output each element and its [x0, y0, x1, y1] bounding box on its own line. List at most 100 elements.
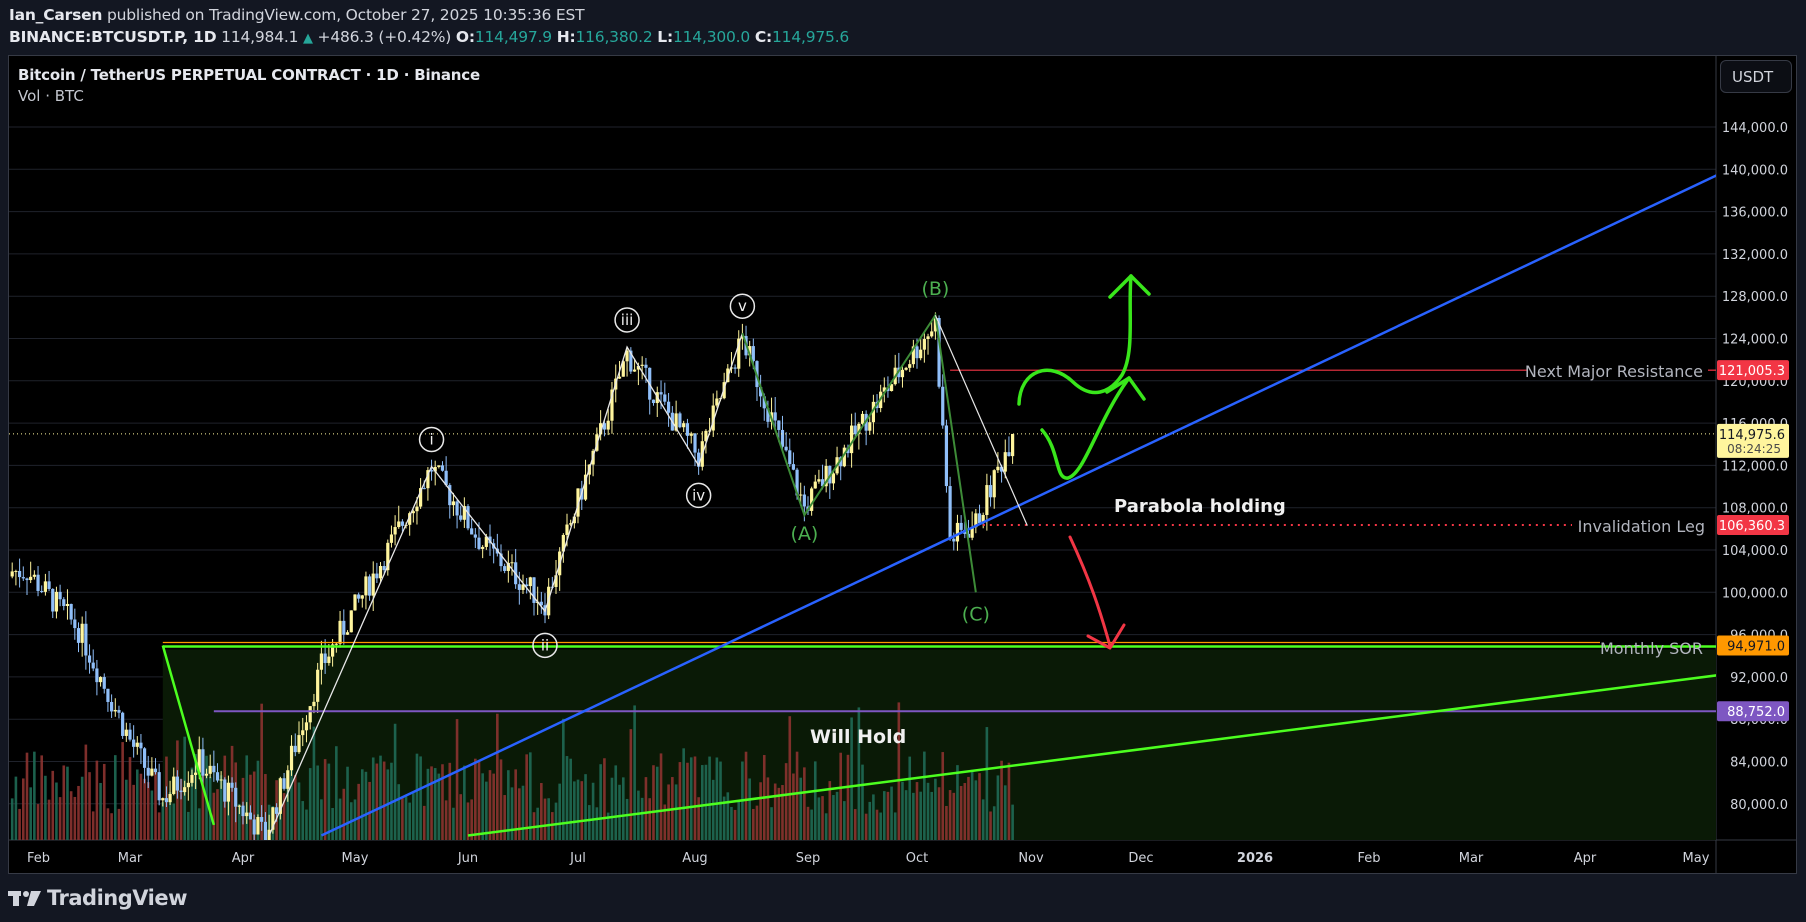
candle-body[interactable]	[308, 706, 312, 723]
candles[interactable]	[10, 312, 1015, 850]
candle-body[interactable]	[663, 394, 667, 402]
candle-body[interactable]	[759, 387, 763, 397]
candle-body[interactable]	[922, 339, 926, 350]
candle-body[interactable]	[230, 782, 234, 788]
candle-body[interactable]	[561, 534, 565, 552]
candle-body[interactable]	[91, 662, 95, 669]
candle-body[interactable]	[915, 346, 919, 359]
candle-body[interactable]	[868, 422, 872, 431]
candle-body[interactable]	[693, 433, 697, 453]
candle-body[interactable]	[904, 367, 908, 370]
candle-body[interactable]	[226, 782, 231, 802]
time-tick[interactable]: Oct	[906, 851, 928, 866]
candle-body[interactable]	[58, 591, 62, 600]
price-label[interactable]: 94,971.0	[1727, 639, 1785, 654]
candle-body[interactable]	[95, 668, 99, 683]
candle-body[interactable]	[525, 584, 529, 587]
candle-body[interactable]	[382, 566, 386, 571]
candle-body[interactable]	[312, 701, 316, 707]
candle-body[interactable]	[400, 521, 404, 526]
price-tick[interactable]: 104,000.0	[1722, 544, 1788, 559]
candle-body[interactable]	[433, 466, 437, 472]
candle-body[interactable]	[682, 423, 686, 428]
green-drop-line[interactable]	[161, 645, 216, 826]
candle-body[interactable]	[766, 408, 770, 422]
candle-body[interactable]	[674, 413, 678, 431]
candle-body[interactable]	[1007, 452, 1011, 457]
price-tick[interactable]: 144,000.0	[1722, 121, 1788, 136]
candle-body[interactable]	[164, 798, 169, 803]
candle-body[interactable]	[937, 317, 941, 387]
candle-body[interactable]	[733, 367, 737, 369]
candle-body[interactable]	[18, 570, 22, 578]
candle-body[interactable]	[599, 423, 603, 435]
candle-body[interactable]	[860, 413, 865, 424]
candle-body[interactable]	[974, 513, 978, 528]
candle-body[interactable]	[194, 772, 198, 775]
price-tick[interactable]: 140,000.0	[1722, 163, 1788, 178]
candle-body[interactable]	[659, 392, 663, 395]
candle-body[interactable]	[364, 576, 368, 596]
candle-body[interactable]	[933, 317, 937, 332]
candle-body[interactable]	[810, 488, 814, 511]
candle-body[interactable]	[820, 479, 825, 487]
candle-body[interactable]	[636, 365, 640, 370]
candle-body[interactable]	[331, 644, 335, 657]
candle-body[interactable]	[477, 537, 481, 549]
candle-body[interactable]	[462, 506, 466, 520]
price-tick[interactable]: 92,000.0	[1730, 671, 1788, 686]
candle-body[interactable]	[996, 466, 1000, 471]
candle-body[interactable]	[98, 677, 103, 683]
candle-body[interactable]	[69, 603, 73, 620]
candle-body[interactable]	[142, 748, 147, 768]
candle-body[interactable]	[882, 387, 886, 392]
candle-body[interactable]	[29, 576, 33, 581]
bullish-projection-lower[interactable]	[1040, 376, 1131, 480]
candle-body[interactable]	[751, 346, 755, 362]
candle-body[interactable]	[106, 688, 110, 702]
candle-body[interactable]	[408, 513, 412, 525]
candle-body[interactable]	[919, 349, 923, 359]
candle-body[interactable]	[54, 591, 59, 612]
last-price-label[interactable]: 114,975.6	[1719, 428, 1785, 443]
wave-label-a[interactable]: (A)	[790, 523, 818, 545]
candle-body[interactable]	[342, 620, 346, 635]
candle-body[interactable]	[992, 470, 996, 498]
candle-body[interactable]	[197, 749, 201, 773]
candle-body[interactable]	[762, 396, 766, 409]
candle-body[interactable]	[510, 562, 514, 564]
candle-body[interactable]	[944, 425, 949, 487]
candle-body[interactable]	[345, 632, 350, 635]
wave-label-i[interactable]: i	[429, 430, 433, 448]
candle-body[interactable]	[36, 574, 40, 591]
wave-label-b[interactable]: (B)	[921, 278, 949, 300]
candle-body[interactable]	[128, 729, 132, 740]
candle-body[interactable]	[610, 389, 614, 421]
candle-body[interactable]	[282, 778, 286, 789]
candle-body[interactable]	[252, 819, 256, 835]
wave-label-v[interactable]: v	[738, 297, 747, 315]
candle-body[interactable]	[411, 511, 415, 514]
candle-body[interactable]	[371, 573, 375, 596]
candle-body[interactable]	[183, 787, 187, 793]
candle-body[interactable]	[640, 364, 644, 366]
candle-body[interactable]	[219, 779, 223, 781]
candle-body[interactable]	[970, 527, 974, 538]
candle-body[interactable]	[62, 599, 66, 607]
candle-body[interactable]	[926, 336, 930, 340]
candle-body[interactable]	[795, 469, 799, 496]
candle-body[interactable]	[84, 623, 88, 656]
candle-body[interactable]	[338, 620, 342, 644]
candle-body[interactable]	[813, 481, 817, 489]
candle-body[interactable]	[375, 573, 379, 579]
candle-body[interactable]	[297, 735, 301, 753]
monthly-sor-annotation[interactable]: Monthly SOR	[1600, 639, 1703, 658]
time-tick[interactable]: Nov	[1018, 851, 1044, 866]
candle-body[interactable]	[293, 745, 297, 753]
candle-body[interactable]	[204, 773, 209, 776]
candle-body[interactable]	[241, 805, 245, 817]
candle-body[interactable]	[853, 425, 857, 435]
candle-body[interactable]	[87, 655, 92, 663]
candle-body[interactable]	[850, 425, 854, 454]
